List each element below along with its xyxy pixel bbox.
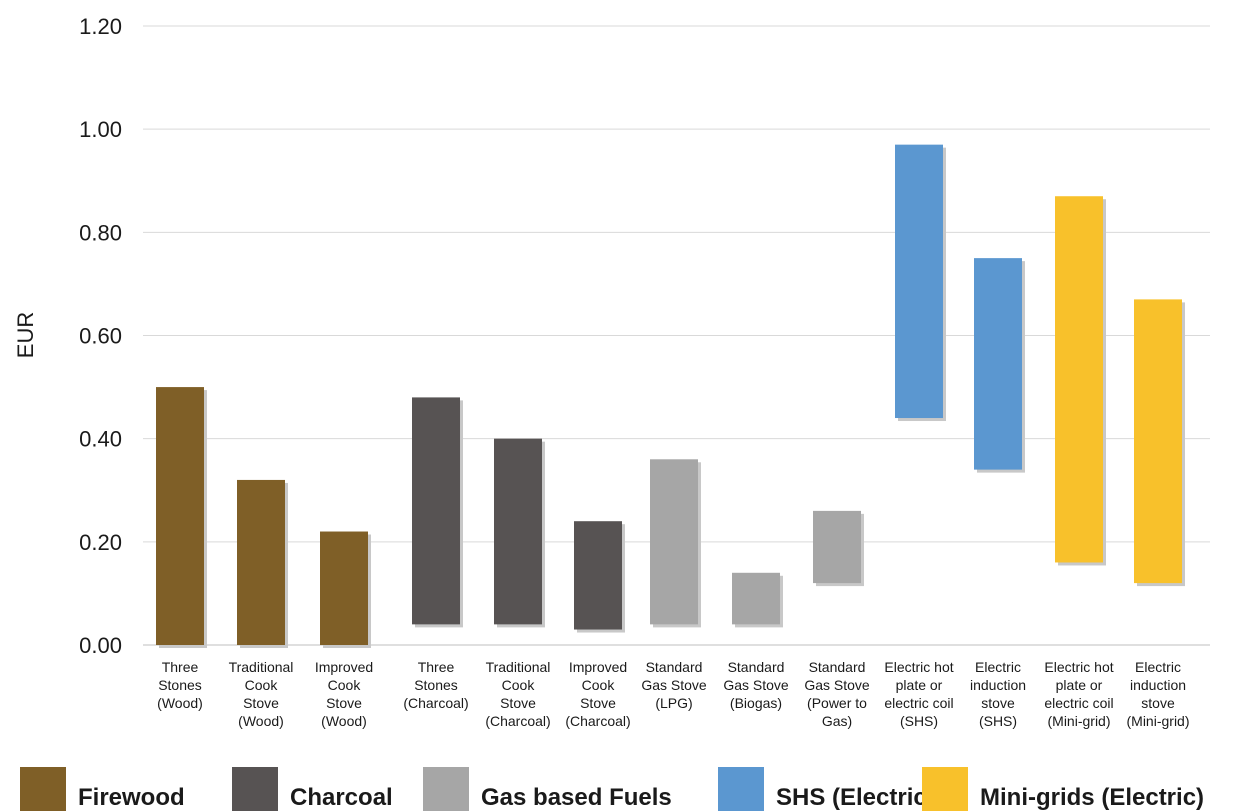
x-category-label: Standard Gas Stove (Biogas) — [723, 659, 789, 711]
legend-swatch — [718, 767, 764, 811]
legend-label: Charcoal — [290, 784, 393, 811]
x-category-label: Three Stones (Wood) — [157, 659, 203, 711]
range-bar — [237, 479, 285, 645]
range-bar — [494, 438, 542, 625]
x-category-label: Electric induction stove (SHS) — [970, 659, 1026, 729]
legend: Firewood Charcoal Gas based Fuels SHS (Elec… — [0, 764, 1250, 811]
legend-label: Firewood — [78, 784, 185, 811]
bars — [156, 144, 1185, 648]
y-tick-label: 1.20 — [79, 14, 122, 39]
legend-item: SHS (Electric) — [718, 764, 935, 811]
y-tick-label: 0.80 — [79, 220, 122, 245]
chart: 0.00 0.20 0.40 0.60 0.80 1.00 1.20 EUR Three St… — [13, 14, 1210, 729]
range-bar — [320, 531, 368, 645]
legend-swatch — [922, 767, 968, 811]
x-category-label: Standard Gas Stove (LPG) — [641, 659, 707, 711]
legend-swatch — [20, 767, 66, 811]
range-bar — [156, 387, 204, 645]
legend-swatch — [232, 767, 278, 811]
y-axis-ticks: 0.00 0.20 0.40 0.60 0.80 1.00 1.20 — [79, 14, 122, 658]
range-bar — [732, 572, 780, 625]
range-bar — [895, 144, 943, 419]
range-bar — [574, 521, 622, 630]
range-bar — [1134, 299, 1182, 584]
legend-label: Gas based Fuels — [481, 784, 672, 811]
y-tick-label: 0.00 — [79, 633, 122, 658]
x-category-label: Standard Gas Stove (Power to Gas) — [804, 659, 870, 729]
range-bar — [813, 510, 861, 584]
range-bar — [650, 459, 698, 625]
x-category-label: Improved Cook Stove (Wood) — [315, 659, 373, 729]
x-category-label: Electric hot plate or electric coil (SHS) — [884, 659, 953, 729]
legend-swatch — [423, 767, 469, 811]
x-category-label: Electric hot plate or electric coil (Mini-g… — [1044, 659, 1113, 729]
x-category-label: Traditional Cook Stove (Charcoal) — [485, 659, 550, 729]
range-bar — [974, 258, 1022, 470]
range-bar — [1055, 196, 1103, 563]
y-tick-label: 0.20 — [79, 530, 122, 555]
legend-label: Mini-grids (Electric) — [980, 784, 1205, 811]
x-category-label: Electric induction stove (Mini-grid) — [1127, 659, 1190, 729]
x-category-label: Three Stones (Charcoal) — [403, 659, 468, 711]
y-tick-label: 0.40 — [79, 427, 122, 452]
legend-item: Firewood — [20, 764, 185, 811]
legend-item: Mini-grids (Electric) — [922, 764, 1204, 811]
y-tick-label: 1.00 — [79, 117, 122, 142]
x-axis-categories: Three Stones (Wood) Traditional Cook Stove (Wo… — [157, 659, 1189, 729]
y-axis-label: EUR — [13, 312, 38, 358]
x-category-label: Improved Cook Stove (Charcoal) — [565, 659, 630, 729]
y-tick-label: 0.60 — [79, 324, 122, 349]
legend-item: Charcoal — [232, 764, 393, 811]
legend-label: SHS (Electric) — [776, 784, 935, 811]
x-category-label: Traditional Cook Stove (Wood) — [229, 659, 294, 729]
range-bar — [412, 397, 460, 625]
legend-item: Gas based Fuels — [423, 764, 672, 811]
